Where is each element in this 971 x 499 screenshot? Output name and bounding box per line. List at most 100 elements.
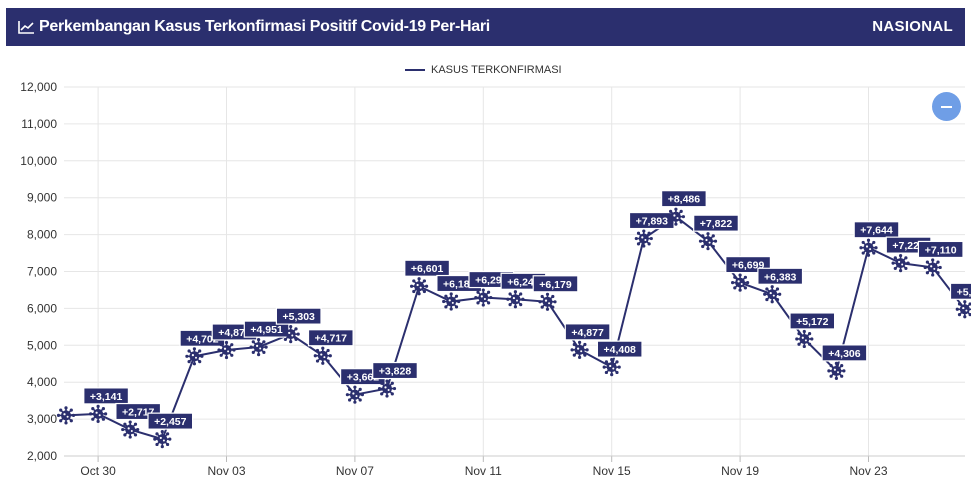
collapse-button[interactable] (932, 92, 961, 121)
legend-swatch (405, 69, 425, 71)
data-label-text: +7,893 (636, 216, 669, 228)
virus-marker-icon (217, 340, 236, 360)
virus-marker-icon (538, 292, 557, 311)
x-tick-label: Nov 03 (207, 464, 245, 478)
data-label: +7,644 (853, 221, 900, 239)
y-tick-label: 9,000 (27, 191, 57, 205)
virus-marker-icon (281, 325, 300, 344)
data-label: +4,408 (596, 340, 643, 358)
line-chart-icon (18, 21, 34, 34)
y-tick-label: 2,000 (27, 449, 57, 463)
chart-header: Perkembangan Kasus Terkonfirmasi Positif… (6, 8, 965, 46)
data-label-text: +4,717 (315, 333, 348, 345)
virus-marker-icon (891, 254, 910, 273)
virus-marker-icon (474, 288, 493, 307)
data-label: +7,110 (917, 240, 964, 259)
virus-marker-icon (666, 207, 686, 226)
y-tick-label: 11,000 (21, 117, 57, 131)
data-label-text: +7,110 (925, 244, 957, 256)
data-label-text: +5,303 (282, 311, 315, 323)
virus-marker-icon (121, 420, 140, 439)
virus-marker-icon (410, 277, 429, 296)
data-label: +6,601 (404, 259, 450, 277)
data-label-text: +6,294 (475, 275, 508, 287)
data-label-text: +3,141 (90, 391, 123, 403)
data-label-text: +5,976 (957, 286, 971, 298)
virus-marker-icon (731, 273, 750, 292)
virus-marker-icon (827, 361, 846, 381)
data-label: +4,951 (243, 320, 290, 338)
data-label: +5,976 (949, 282, 971, 300)
virus-marker-icon (859, 238, 878, 257)
y-tick-label: 6,000 (27, 301, 57, 315)
x-tick-label: Nov 07 (336, 464, 374, 478)
legend-label: KASUS TERKONFIRMASI (431, 64, 562, 76)
virus-marker-icon (377, 379, 397, 398)
virus-marker-icon (923, 258, 942, 277)
virus-marker-icon (249, 338, 268, 357)
data-label: +7,822 (693, 214, 739, 232)
data-label-text: +5,172 (796, 316, 829, 328)
y-tick-label: 10,000 (20, 154, 57, 168)
x-tick-label: Oct 30 (80, 464, 116, 478)
legend-item[interactable]: KASUS TERKONFIRMASI (405, 63, 562, 77)
y-tick-label: 7,000 (27, 265, 57, 279)
data-label-text: +4,873 (218, 327, 251, 339)
x-tick-label: Nov 19 (721, 464, 759, 478)
data-label-text: +6,179 (539, 279, 572, 291)
data-label: +2,457 (147, 412, 194, 430)
data-label: +5,172 (789, 312, 836, 330)
data-label-text: +7,822 (700, 218, 733, 230)
y-tick-label: 8,000 (27, 228, 57, 242)
virus-marker-icon (634, 229, 653, 248)
data-label: +4,717 (307, 329, 354, 347)
virus-marker-icon (345, 385, 364, 404)
virus-marker-icon (153, 430, 172, 449)
y-tick-label: 12,000 (20, 80, 57, 94)
data-label: +8,486 (660, 190, 707, 208)
y-tick-label: 3,000 (27, 412, 57, 426)
virus-marker-icon (185, 347, 204, 366)
data-label-text: +4,306 (828, 348, 861, 360)
virus-marker-icon (89, 404, 108, 423)
data-label-text: +3,662 (347, 372, 380, 384)
virus-marker-icon (602, 358, 621, 377)
data-label: +6,383 (757, 267, 804, 285)
virus-marker-icon (570, 340, 589, 359)
data-label: +6,179 (532, 275, 579, 293)
data-label-text: +4,408 (603, 344, 636, 356)
virus-marker-icon (313, 346, 332, 365)
virus-marker-icon (763, 285, 782, 304)
virus-marker-icon (506, 290, 525, 309)
data-label: +3,828 (372, 361, 418, 380)
data-label: +3,141 (83, 387, 130, 405)
data-label-text: +6,186 (443, 279, 476, 291)
data-label-text: +6,383 (764, 271, 797, 283)
minus-icon (941, 105, 952, 108)
x-tick-label: Nov 23 (849, 464, 887, 478)
data-label: +5,303 (275, 307, 322, 325)
virus-marker-icon (698, 232, 718, 251)
data-label-text: +6,601 (411, 263, 444, 275)
data-label-text: +4,702 (186, 333, 219, 345)
data-label-text: +7,227 (892, 240, 925, 252)
x-tick-label: Nov 15 (593, 464, 631, 478)
virus-marker-icon (795, 329, 814, 349)
x-tick-label: Nov 11 (465, 464, 502, 478)
scope-label: NASIONAL (872, 18, 953, 35)
data-label: +7,893 (628, 211, 675, 230)
data-label-text: +4,951 (250, 324, 283, 336)
virus-marker-icon (442, 292, 461, 311)
data-label: +4,877 (564, 323, 611, 341)
data-label-text: +8,486 (668, 194, 701, 206)
data-label-text: +4,877 (571, 327, 604, 339)
data-label-text: +2,717 (122, 407, 155, 419)
data-label-text: +6,247 (507, 276, 540, 288)
page-title: Perkembangan Kasus Terkonfirmasi Positif… (39, 18, 490, 35)
data-label-text: +6,699 (732, 260, 765, 272)
data-label: +4,306 (821, 344, 868, 362)
virus-marker-icon (955, 300, 971, 319)
data-label-text: +7,644 (860, 225, 893, 237)
y-tick-label: 5,000 (27, 338, 57, 352)
